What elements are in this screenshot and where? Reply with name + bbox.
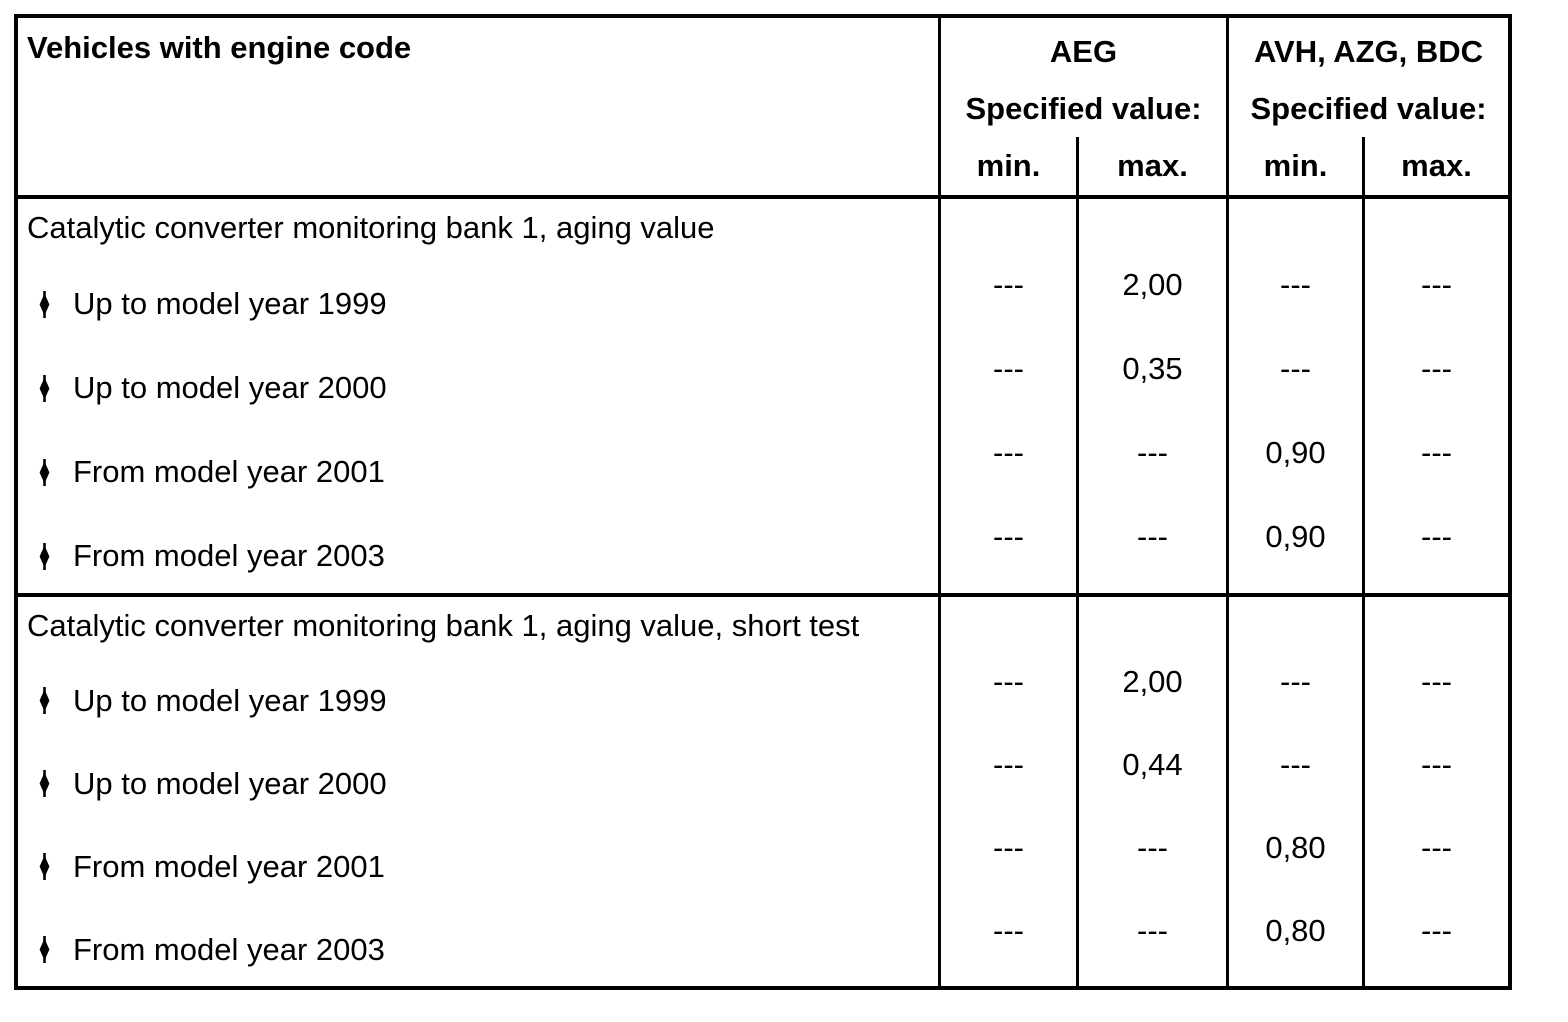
- value-cell-aeg-min: ---: [938, 820, 1076, 903]
- table-row: From model year 2003 --- --- 0,90 ---: [18, 509, 1508, 593]
- value-cell-avh-max: ---: [1362, 820, 1508, 903]
- value-cell-aeg-max: 0,44: [1076, 737, 1226, 820]
- value-cell-aeg-min: ---: [938, 257, 1076, 341]
- diamond-bullet-icon: [38, 542, 51, 570]
- value-cell-avh-max: ---: [1362, 425, 1508, 509]
- section-title: Catalytic converter monitoring bank 1, a…: [27, 210, 715, 245]
- value-cell-avh-max: ---: [1362, 903, 1508, 986]
- value-cell-aeg-max: ---: [1076, 820, 1226, 903]
- value-cell-avh-max: ---: [1362, 257, 1508, 341]
- row-label-cell: From model year 2001: [18, 425, 938, 509]
- row-label: From model year 2001: [73, 848, 385, 884]
- row-label: From model year 2003: [73, 538, 385, 573]
- table-header: Vehicles with engine code AEG Specified …: [18, 18, 1508, 199]
- column-divider: [1226, 597, 1362, 654]
- table-row: Up to model year 1999 --- 2,00 --- ---: [18, 654, 1508, 737]
- value-cell-aeg-min: ---: [938, 903, 1076, 986]
- section-title-row: Catalytic converter monitoring bank 1, a…: [18, 199, 1508, 257]
- row-label-cell: Up to model year 2000: [18, 737, 938, 820]
- diamond-bullet-icon: [38, 770, 51, 797]
- value-cell-aeg-min: ---: [938, 341, 1076, 425]
- value-cell-aeg-min: ---: [938, 509, 1076, 593]
- row-label: Up to model year 2000: [73, 370, 387, 405]
- value-cell-avh-min: ---: [1226, 654, 1362, 737]
- max-column-header: max.: [1362, 137, 1508, 195]
- value-cell-aeg-max: ---: [1076, 509, 1226, 593]
- row-label-cell: From model year 2003: [18, 509, 938, 593]
- diamond-bullet-icon: [38, 853, 51, 880]
- value-cell-avh-min: ---: [1226, 737, 1362, 820]
- max-column-header: max.: [1076, 137, 1226, 195]
- diamond-bullet-icon: [38, 374, 51, 402]
- table-row: Up to model year 2000 --- 0,35 --- ---: [18, 341, 1508, 425]
- section-title-row: Catalytic converter monitoring bank 1, a…: [18, 597, 1508, 654]
- row-label: From model year 2001: [73, 454, 385, 489]
- diamond-bullet-icon: [38, 290, 51, 318]
- row-label-cell: Up to model year 1999: [18, 257, 938, 341]
- value-cell-aeg-max: 2,00: [1076, 257, 1226, 341]
- header-group-avh-azg-bdc: AVH, AZG, BDC Specified value: min. max.: [1226, 18, 1508, 195]
- row-label: Up to model year 1999: [73, 286, 387, 321]
- column-divider: [1076, 199, 1226, 257]
- diamond-bullet-icon: [38, 936, 51, 963]
- row-label: Up to model year 1999: [73, 682, 387, 718]
- specified-value-label: Specified value:: [965, 90, 1202, 126]
- row-label: Up to model year 2000: [73, 765, 387, 801]
- spec-table: Vehicles with engine code AEG Specified …: [14, 14, 1512, 990]
- value-cell-avh-min: ---: [1226, 341, 1362, 425]
- row-label-cell: From model year 2001: [18, 820, 938, 903]
- value-cell-avh-min: 0,80: [1226, 903, 1362, 986]
- header-vehicles-with-engine-code: Vehicles with engine code: [27, 30, 412, 65]
- engine-code-aeg-label: AEG: [1049, 33, 1118, 69]
- value-cell-aeg-max: ---: [1076, 903, 1226, 986]
- table-section: Catalytic converter monitoring bank 1, a…: [18, 597, 1508, 986]
- value-cell-aeg-max: 0,35: [1076, 341, 1226, 425]
- table-row: Up to model year 2000 --- 0,44 --- ---: [18, 737, 1508, 820]
- minmax-header-row: min. max.: [941, 137, 1226, 195]
- value-cell-aeg-min: ---: [938, 425, 1076, 509]
- column-divider: [1362, 199, 1508, 257]
- value-cell-avh-max: ---: [1362, 509, 1508, 593]
- value-cell-avh-max: ---: [1362, 654, 1508, 737]
- value-cell-avh-max: ---: [1362, 341, 1508, 425]
- minmax-header-row: min. max.: [1229, 137, 1508, 195]
- value-cell-avh-min: 0,90: [1226, 509, 1362, 593]
- diamond-bullet-icon: [38, 687, 51, 714]
- min-column-header: min.: [976, 148, 1041, 183]
- section-title: Catalytic converter monitoring bank 1, a…: [27, 607, 860, 643]
- row-label-cell: Up to model year 2000: [18, 341, 938, 425]
- value-cell-aeg-max: ---: [1076, 425, 1226, 509]
- column-divider: [938, 597, 1076, 654]
- value-cell-avh-max: ---: [1362, 737, 1508, 820]
- row-label-cell: Up to model year 1999: [18, 654, 938, 737]
- column-divider: [1076, 597, 1226, 654]
- value-cell-avh-min: 0,90: [1226, 425, 1362, 509]
- value-cell-aeg-min: ---: [938, 654, 1076, 737]
- column-divider: [1362, 597, 1508, 654]
- table-row: Up to model year 1999 --- 2,00 --- ---: [18, 257, 1508, 341]
- row-label: From model year 2003: [73, 931, 385, 967]
- value-cell-avh-min: 0,80: [1226, 820, 1362, 903]
- table-row: From model year 2003 --- --- 0,80 ---: [18, 903, 1508, 986]
- diamond-bullet-icon: [38, 458, 51, 486]
- table-section: Catalytic converter monitoring bank 1, a…: [18, 199, 1508, 597]
- header-group-aeg: AEG Specified value: min. max.: [938, 18, 1226, 195]
- column-divider: [1226, 199, 1362, 257]
- engine-code-avh-azg-bdc-label: AVH, AZG, BDC: [1253, 33, 1484, 69]
- value-cell-aeg-max: 2,00: [1076, 654, 1226, 737]
- specified-value-label: Specified value:: [1250, 90, 1487, 126]
- min-column-header: min.: [1263, 148, 1328, 183]
- value-cell-aeg-min: ---: [938, 737, 1076, 820]
- value-cell-avh-min: ---: [1226, 257, 1362, 341]
- table-row: From model year 2001 --- --- 0,80 ---: [18, 820, 1508, 903]
- column-divider: [938, 199, 1076, 257]
- table-row: From model year 2001 --- --- 0,90 ---: [18, 425, 1508, 509]
- row-label-cell: From model year 2003: [18, 903, 938, 986]
